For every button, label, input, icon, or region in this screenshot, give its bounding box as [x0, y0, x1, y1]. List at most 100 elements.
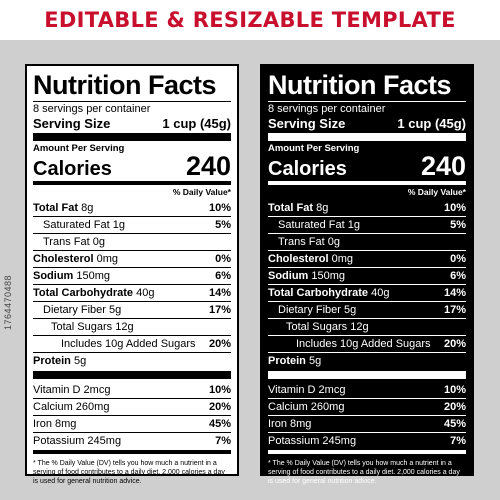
daily-value-header: % Daily Value* — [407, 187, 466, 197]
nutrient-label: Total Sugars — [286, 321, 348, 333]
serving-size-label: Serving Size — [33, 116, 111, 131]
banner-title: EDITABLE & RESIZABLE TEMPLATE — [0, 0, 500, 40]
nutrient-amount: 5g — [73, 355, 87, 367]
nutrient-row: Total Sugars 12g — [33, 318, 231, 335]
vitamin-amount: 260mg — [75, 401, 110, 413]
vitamin-label: Calcium — [268, 401, 308, 413]
nutrient-daily-value: 0% — [215, 253, 231, 265]
nutrient-amount: 5g — [109, 304, 122, 316]
nutrition-label-dark: Nutrition Facts 8 servings per container… — [260, 64, 474, 485]
nutrient-row: Protein 5g — [268, 352, 466, 369]
nutrient-amount: 40g — [371, 287, 390, 299]
calories-label: Calories — [268, 158, 347, 180]
vitamin-name: Vitamin D 2mcg — [268, 384, 345, 396]
calories-value: 240 — [420, 151, 466, 181]
nutrient-label: Total Fat — [33, 201, 79, 214]
vitamin-name: Vitamin D 2mcg — [33, 384, 110, 396]
nutrient-label: Sodium — [33, 270, 74, 282]
nutrient-label: Includes 10g Added Sugars — [61, 338, 196, 350]
vitamin-daily-value: 7% — [215, 435, 231, 447]
nutrient-name: Saturated Fat 1g — [268, 219, 360, 231]
footnote: * The % Daily Value (DV) tells you how m… — [268, 460, 460, 485]
vitamin-label: Calcium — [33, 401, 73, 413]
vitamin-daily-value: 7% — [450, 435, 466, 447]
nutrient-label: Saturated Fat — [43, 219, 110, 231]
vitamin-amount: 8mg — [290, 418, 312, 430]
serving-size-value: 1 cup (45g) — [397, 116, 466, 131]
nutrient-name: Includes 10g Added Sugars — [268, 338, 431, 350]
divider-thick — [268, 133, 466, 141]
nutrient-name: Dietary Fiber 5g — [268, 304, 356, 316]
nutrient-name: Total Fat 8g — [33, 202, 93, 214]
nutrient-daily-value: 14% — [208, 287, 231, 299]
nutrient-name: Trans Fat 0g — [268, 236, 340, 248]
vitamin-row: Calcium 260mg 20% — [268, 398, 466, 415]
nutrient-row: Trans Fat 0g — [268, 233, 466, 250]
nutrient-label: Trans Fat — [43, 236, 90, 248]
nutrient-amount: 0g — [92, 236, 105, 248]
vitamin-row: Vitamin D 2mcg 10% — [268, 381, 466, 398]
nutrient-label: Total Sugars — [51, 321, 113, 333]
nutrient-name: Total Sugars 12g — [33, 321, 134, 333]
nutrient-list: Total Fat 8g 10% Saturated Fat 1g 5% Trans F… — [33, 199, 231, 369]
nutrient-daily-value: 10% — [208, 201, 231, 214]
nutrient-label: Total Fat — [268, 201, 314, 214]
nutrient-amount: 1g — [112, 219, 125, 231]
nutrient-label: Includes 10g Added Sugars — [296, 338, 431, 350]
label-title: Nutrition Facts — [268, 70, 452, 100]
nutrient-daily-value: 6% — [215, 270, 231, 282]
serving-size-row: Serving Size 1 cup (45g) — [268, 116, 466, 131]
nutrient-amount: 12g — [350, 321, 369, 333]
nutrient-daily-value: 5% — [450, 219, 466, 231]
nutrient-amount: 0mg — [96, 253, 118, 265]
nutrient-row: Sodium 150mg 6% — [33, 267, 231, 284]
nutrient-daily-value: 6% — [450, 270, 466, 282]
nutrient-name: Includes 10g Added Sugars — [33, 338, 196, 350]
vitamin-row: Calcium 260mg 20% — [33, 398, 231, 415]
vitamin-daily-value: 10% — [208, 383, 231, 396]
nutrient-label: Trans Fat — [278, 236, 325, 248]
vitamin-label: Iron — [33, 418, 52, 430]
nutrient-amount: 8g — [81, 201, 94, 214]
calories-label: Calories — [33, 158, 112, 180]
nutrient-amount: 5g — [344, 304, 357, 316]
nutrient-label: Dietary Fiber — [278, 304, 341, 316]
vitamin-label: Potassium — [33, 435, 85, 447]
nutrient-daily-value: 20% — [443, 338, 466, 350]
nutrient-daily-value: 0% — [450, 253, 466, 265]
vitamin-list: Vitamin D 2mcg 10% Calcium 260mg 20% Iron 8m… — [33, 381, 231, 449]
divider-medium — [33, 181, 231, 185]
nutrient-row: Includes 10g Added Sugars 20% — [268, 335, 466, 352]
divider — [268, 101, 466, 102]
nutrient-row: Saturated Fat 1g 5% — [268, 216, 466, 233]
vitamin-name: Iron 8mg — [268, 418, 311, 430]
footnote: * The % Daily Value (DV) tells you how m… — [33, 460, 225, 485]
nutrient-daily-value: 17% — [208, 304, 231, 316]
nutrient-row: Cholesterol 0mg 0% — [33, 250, 231, 267]
nutrient-name: Sodium 150mg — [268, 270, 345, 282]
nutrient-label: Protein — [33, 355, 71, 367]
vitamin-amount: 2mcg — [318, 383, 346, 396]
nutrient-name: Protein 5g — [268, 355, 321, 367]
nutrient-amount: 150mg — [311, 270, 346, 282]
divider — [33, 101, 231, 102]
nutrient-row: Total Sugars 12g — [268, 318, 466, 335]
nutrient-amount: 8g — [316, 201, 329, 214]
nutrient-label: Total Carbohydrate — [33, 287, 134, 299]
nutrient-row: Sodium 150mg 6% — [268, 267, 466, 284]
nutrient-label: Cholesterol — [268, 253, 329, 265]
vitamin-daily-value: 20% — [208, 401, 231, 413]
nutrient-daily-value: 17% — [443, 304, 466, 316]
vitamin-label: Vitamin D — [33, 383, 81, 396]
calories-row: Calories 240 — [33, 152, 231, 180]
vitamin-label: Iron — [268, 418, 287, 430]
divider-medium — [268, 450, 466, 454]
divider-thick — [268, 371, 466, 379]
nutrient-row: Protein 5g — [33, 352, 231, 369]
nutrient-name: Cholesterol 0mg — [268, 253, 353, 265]
nutrient-name: Total Carbohydrate 40g — [33, 287, 154, 299]
nutrient-name: Cholesterol 0mg — [33, 253, 118, 265]
nutrient-daily-value: 20% — [208, 338, 231, 350]
nutrient-amount: 12g — [115, 321, 134, 333]
nutrient-row: Total Carbohydrate 40g 14% — [268, 284, 466, 301]
